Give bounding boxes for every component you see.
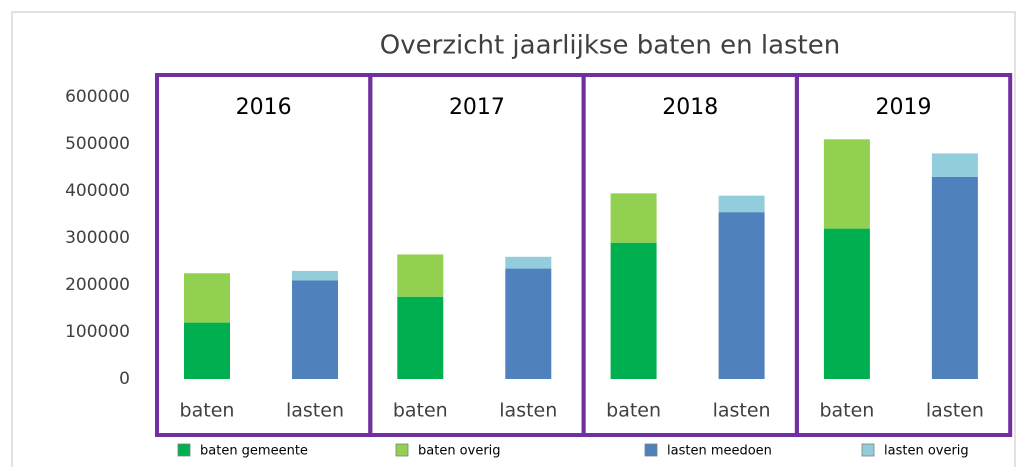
x-tick-label: lasten (499, 400, 557, 422)
legend-swatch (395, 443, 409, 457)
legend-label: baten overig (418, 444, 501, 459)
x-tick-label: lasten (926, 400, 984, 422)
bar-segment (397, 254, 444, 297)
y-tick-label: 300000 (65, 228, 130, 248)
legend-label: baten gemeente (200, 444, 308, 459)
bar-segment (505, 256, 552, 269)
bar-segment (610, 242, 657, 379)
year-box (794, 73, 1013, 437)
group-label: 2018 (662, 95, 718, 120)
y-tick-label: 400000 (65, 181, 130, 201)
bar-segment (397, 296, 444, 379)
legend-label: lasten overig (884, 444, 969, 459)
chart-title: Overzicht jaarlijkse baten en lasten (380, 31, 840, 61)
x-tick-label: lasten (286, 400, 344, 422)
legend-swatch (644, 443, 658, 457)
year-box (155, 73, 373, 437)
bar-segment (184, 273, 230, 323)
x-tick-label: baten (393, 400, 448, 422)
y-tick-label: 600000 (65, 87, 130, 107)
x-tick-label: baten (606, 400, 661, 422)
bar-segment (610, 193, 657, 243)
bar-segment (718, 212, 765, 379)
bar-segment (718, 195, 765, 213)
legend-swatch (177, 443, 191, 457)
bar-segment (931, 176, 978, 379)
bar-segment (931, 153, 978, 177)
group-label: 2017 (449, 95, 505, 120)
bar-segment (184, 322, 230, 379)
group-label: 2019 (876, 95, 932, 120)
legend-swatch (861, 443, 875, 457)
legend-label: lasten meedoen (667, 444, 772, 459)
x-tick-label: lasten (713, 400, 771, 422)
chart-frame (11, 11, 1016, 467)
bar-segment (505, 268, 552, 379)
y-tick-label: 100000 (65, 322, 130, 342)
bar-segment (823, 139, 870, 229)
bar-segment (292, 270, 338, 281)
y-tick-label: 500000 (65, 134, 130, 154)
y-tick-label: 200000 (65, 275, 130, 295)
x-tick-label: baten (819, 400, 874, 422)
group-label: 2016 (236, 95, 292, 120)
x-tick-label: baten (180, 400, 235, 422)
y-tick-label: 0 (119, 369, 130, 389)
bar-segment (823, 228, 870, 379)
bar-segment (292, 280, 338, 379)
